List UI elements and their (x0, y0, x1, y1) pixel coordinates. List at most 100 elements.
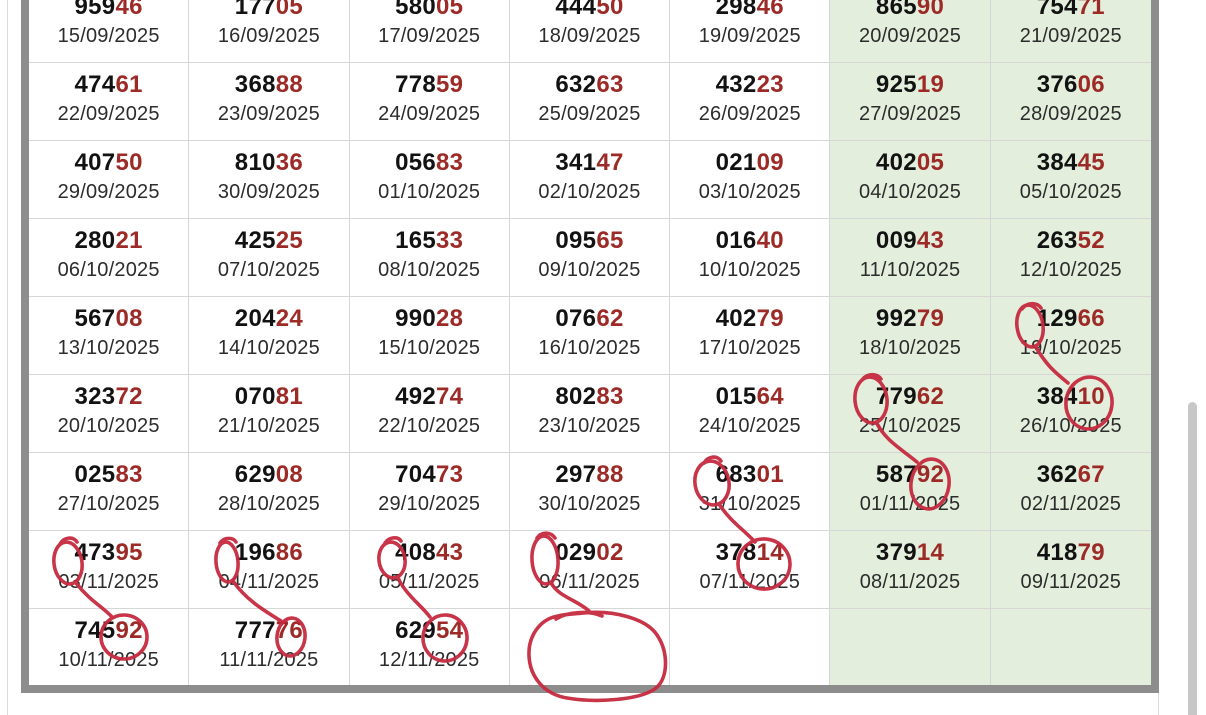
result-cell: 68301 31/10/2025 (670, 453, 831, 531)
draw-number: 47461 (74, 71, 143, 98)
result-cell: 19686 04/11/2025 (189, 531, 350, 609)
lottery-results-table: 95946 15/09/2025 17705 16/09/2025 58005 17/09… (29, 0, 1151, 685)
draw-number: 99279 (875, 305, 945, 332)
result-cell: 28021 06/10/2025 (29, 219, 190, 297)
result-cell: 36888 23/09/2025 (189, 63, 350, 141)
result-cell: 75471 21/09/2025 (990, 0, 1151, 63)
draw-date: 31/10/2025 (698, 493, 801, 515)
result-cell: 43223 26/09/2025 (670, 63, 831, 141)
result-cell: 95946 15/09/2025 (29, 0, 190, 63)
result-cell: 26352 12/10/2025 (990, 219, 1151, 297)
draw-number: 29788 (555, 461, 624, 488)
result-cell: 32372 20/10/2025 (29, 375, 190, 453)
draw-date: 18/09/2025 (538, 25, 641, 47)
draw-date: 17/10/2025 (698, 337, 801, 359)
draw-number: 77859 (395, 71, 464, 98)
result-cell: 47395 03/11/2025 (29, 531, 190, 609)
draw-date: 16/09/2025 (217, 25, 320, 47)
draw-number: 32372 (74, 383, 143, 410)
result-cell: 99028 15/10/2025 (349, 297, 510, 375)
draw-number: 56708 (74, 305, 143, 332)
draw-date: 07/10/2025 (217, 259, 320, 281)
draw-number: 77776 (234, 617, 304, 644)
result-cell: 80283 23/10/2025 (509, 375, 671, 453)
draw-date: 01/11/2025 (859, 493, 961, 515)
draw-date: 24/09/2025 (378, 103, 481, 125)
result-cell: 01564 24/10/2025 (670, 375, 831, 453)
draw-date: 20/10/2025 (57, 415, 160, 437)
draw-date: 01/10/2025 (378, 181, 481, 203)
result-cell: 58005 17/09/2025 (349, 0, 510, 63)
result-cell: 70473 29/10/2025 (349, 453, 510, 531)
draw-date: 07/11/2025 (699, 571, 801, 593)
draw-date: 05/11/2025 (378, 571, 480, 593)
draw-date: 23/10/2025 (538, 415, 641, 437)
result-cell: 62908 28/10/2025 (189, 453, 350, 531)
result-cell: 02583 27/10/2025 (29, 453, 190, 531)
result-cell: 42525 07/10/2025 (189, 219, 350, 297)
draw-date: 27/10/2025 (57, 493, 160, 515)
draw-number: 63263 (555, 71, 624, 98)
result-cell (670, 609, 831, 685)
draw-number: 37814 (715, 539, 784, 566)
draw-number: 86590 (875, 0, 945, 20)
draw-date: 26/10/2025 (1019, 415, 1122, 437)
scrollbar-thumb[interactable] (1188, 402, 1197, 715)
result-cell: 02109 03/10/2025 (670, 141, 831, 219)
result-cell: 40843 05/11/2025 (349, 531, 510, 609)
draw-date: 12/11/2025 (378, 649, 480, 671)
draw-number: 07662 (555, 305, 624, 332)
draw-date: 10/10/2025 (698, 259, 801, 281)
draw-number: 36267 (1036, 461, 1105, 488)
result-cell: 01640 10/10/2025 (670, 219, 831, 297)
result-cell: 40279 17/10/2025 (670, 297, 831, 375)
draw-date: 17/09/2025 (378, 25, 481, 47)
draw-date: 11/10/2025 (859, 259, 961, 281)
draw-date: 25/10/2025 (858, 415, 962, 437)
draw-number: 12966 (1036, 305, 1105, 332)
result-cell: 49274 22/10/2025 (349, 375, 510, 453)
draw-date: 14/10/2025 (217, 337, 320, 359)
draw-date: 03/10/2025 (698, 181, 801, 203)
draw-number: 75471 (1036, 0, 1105, 20)
draw-date: 02/11/2025 (1020, 493, 1122, 515)
result-cell: 38410 26/10/2025 (990, 375, 1151, 453)
draw-number: 05683 (395, 149, 464, 176)
draw-number: 49274 (395, 383, 464, 410)
result-cell: 47461 22/09/2025 (29, 63, 190, 141)
draw-date: 11/11/2025 (219, 649, 319, 671)
draw-date: 29/10/2025 (378, 493, 481, 515)
result-cell: 34147 02/10/2025 (509, 141, 671, 219)
draw-date: 04/10/2025 (858, 181, 962, 203)
result-cell: 00943 11/10/2025 (830, 219, 991, 297)
draw-date: 21/09/2025 (1019, 25, 1122, 47)
result-cell: 29788 30/10/2025 (509, 453, 671, 531)
draw-date: 20/09/2025 (858, 25, 962, 47)
draw-date: 18/10/2025 (858, 337, 962, 359)
draw-number: 62908 (234, 461, 304, 488)
draw-number: 09565 (555, 227, 624, 254)
draw-number: 29846 (715, 0, 784, 20)
result-cell: 77859 24/09/2025 (349, 63, 510, 141)
result-cell: 77962 25/10/2025 (830, 375, 991, 453)
result-cell: 16533 08/10/2025 (349, 219, 510, 297)
result-cell: 81036 30/09/2025 (189, 141, 350, 219)
result-cell: 05683 01/10/2025 (349, 141, 510, 219)
result-cell: 58792 01/11/2025 (830, 453, 991, 531)
draw-date: 08/11/2025 (859, 571, 961, 593)
draw-date: 06/10/2025 (57, 259, 160, 281)
draw-number: 28021 (74, 227, 143, 254)
draw-date: 28/09/2025 (1019, 103, 1122, 125)
result-cell: 56708 13/10/2025 (29, 297, 190, 375)
draw-date: 22/09/2025 (57, 103, 160, 125)
draw-number: 16533 (395, 227, 464, 254)
draw-number: 40279 (715, 305, 784, 332)
draw-number: 80283 (555, 383, 624, 410)
draw-number: 38410 (1036, 383, 1105, 410)
draw-number: 40843 (395, 539, 464, 566)
result-cell: 09565 09/10/2025 (509, 219, 671, 297)
result-cell: 63263 25/09/2025 (509, 63, 671, 141)
draw-number: 99028 (395, 305, 464, 332)
draw-date: 02/10/2025 (538, 181, 641, 203)
